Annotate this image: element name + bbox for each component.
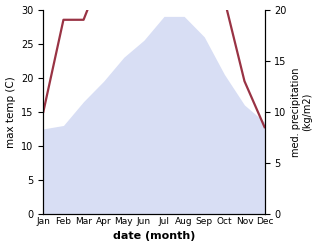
Y-axis label: med. precipitation
(kg/m2): med. precipitation (kg/m2) — [291, 67, 313, 157]
Y-axis label: max temp (C): max temp (C) — [5, 76, 16, 148]
X-axis label: date (month): date (month) — [113, 231, 195, 242]
